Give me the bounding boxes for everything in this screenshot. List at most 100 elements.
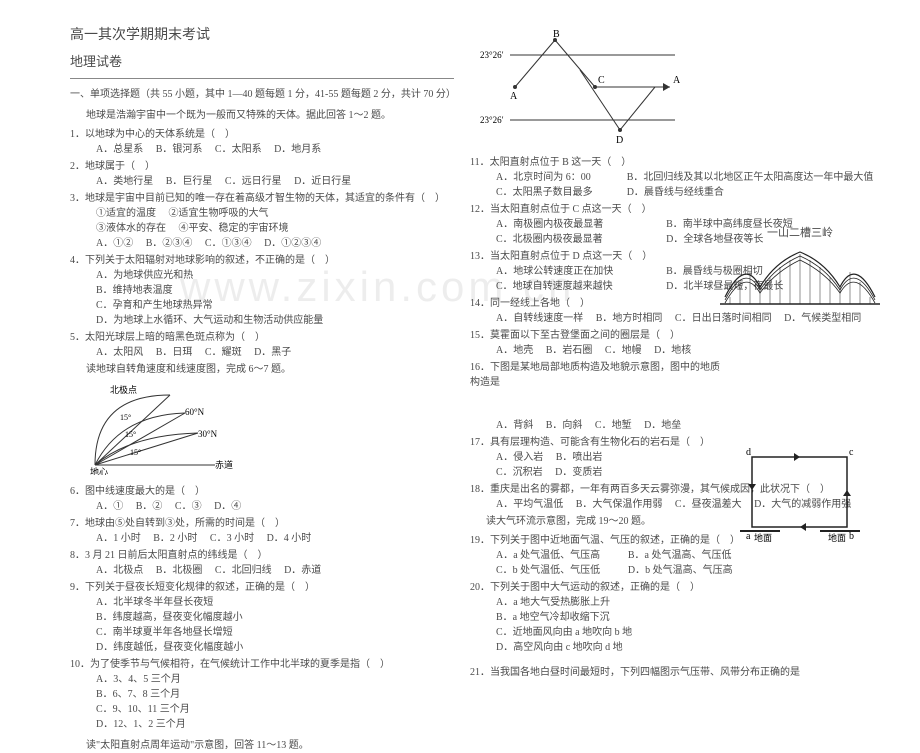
opt: C．太阳黑子数目最多 [496,185,614,200]
q6-options: A．① B．② C．③ D．④ [70,499,454,514]
cond: ④平安、稳定的宇宙环境 [179,221,289,236]
opt: D．变质岩 [555,465,602,480]
opt: B．日珥 [156,345,193,360]
opt: D．晨昏线与经线重合 [627,185,724,200]
opt: A．平均气温低 [496,497,563,512]
q11-options: A．北京时间为 6：00 B．北回归线及其以北地区正午太阳高度达一年中最大值 C… [470,170,890,200]
svg-text:地面: 地面 [754,532,772,543]
q1-stem: 1．以地球为中心的天体系统是（ ） [70,127,454,142]
question-10: 10．为了使季节与气候相符，在气候统计工作中北半球的夏季是指（ ） A．3、4、… [70,657,454,732]
opt: B．纬度越高，昼夜变化幅度越小 [96,610,264,625]
opt: B．维持地表温度 [96,283,444,298]
opt: B．地方时相同 [596,311,663,326]
opt: C．远日行星 [225,174,282,189]
opt: B．②③④ [146,236,193,251]
question-1: 1．以地球为中心的天体系统是（ ） A．总星系 B．银河系 C．太阳系 D．地月… [70,127,454,157]
opt: A．a 地大气受热膨胀上升 [496,595,740,610]
question-9: 9．下列关于昼夜长短变化规律的叙述，正确的是（ ） A．北半球冬半年昼长夜短 B… [70,580,454,655]
q3-stem: 3．地球是宇宙中目前已知的唯一存在着高级才智生物的天体，其适宜的条件有（ ） [70,191,454,206]
q16-stem: 16．下图是某地局部地质构造及地貌示意图，图中的地质构造是 [470,360,720,390]
q2-options: A．类地行星 B．巨行星 C．远日行星 D．近日行星 [70,174,454,189]
question-21: 21．当我国各地白昼时间最短时，下列四幅图示气压带、风带分布正确的是 [470,665,890,680]
opt: D．地月系 [274,142,321,157]
opt: A．a 处气温低、气压高 [496,548,615,563]
q12-stem: 12．当太阳直射点位于 C 点这一天（ ） [470,202,890,217]
svg-text:C: C [598,75,605,86]
question-2: 2．地球属于（ ） A．类地行星 B．巨行星 C．远日行星 D．近日行星 [70,159,454,189]
opt: C．近地面风向由 a 地吹向 b 地 [496,625,740,640]
question-5: 5．太阳光球层上暗的暗黑色斑点称为（ ） A．太阳风 B．日珥 C．耀斑 D．黑… [70,330,454,360]
opt: C．3 小时 [210,531,254,546]
svg-text:B: B [553,29,560,40]
opt: A．类地行星 [96,174,153,189]
opt: B．向斜 [546,418,583,433]
opt: B．北极圈 [156,563,203,578]
q7-options: A．1 小时 B．2 小时 C．3 小时 D．4 小时 [70,531,454,546]
q5-stem: 5．太阳光球层上暗的暗黑色斑点称为（ ） [70,330,454,345]
right-column: 23°26′ 23°26′ A B C D A 11．太阳直射点位于 B 这一天… [470,25,890,651]
intro-11-13: 读"太阳直射点周年运动"示意图，回答 11～13 题。 [70,738,454,753]
q8-options: A．北极点 B．北极圈 C．北回归线 D．赤道 [70,563,454,578]
intro-1-2: 地球是浩瀚宇宙中一个既为一般而又特殊的天体。据此回答 1～2 题。 [70,108,454,123]
section-heading: 一、单项选择题（共 55 小题，其中 1—40 题每题 1 分，41-55 题每… [70,87,454,102]
q10-options: A．3、4、5 三个月 B．6、7、8 三个月 C．9、10、11 三个月 D．… [70,672,454,732]
opt: A．地球公转速度正在加快 [496,264,654,279]
opt: D．高空风向由 c 地吹向 d 地 [496,640,740,655]
opt: D．12、1、2 三个月 [96,717,264,732]
opt: A．侵入岩 [496,450,543,465]
question-15: 15．莫霍面以下至古登堡面之间的圈层是（ ） A．地壳 B．岩石圈 C．地幔 D… [470,328,890,358]
opt: C．昼夜温差大 [675,497,742,512]
question-7: 7．地球由⑤处自转到③处，所需的时间是（ ） A．1 小时 B．2 小时 C．3… [70,516,454,546]
opt: D．近日行星 [294,174,351,189]
opt: A．1 小时 [96,531,141,546]
q7-stem: 7．地球由⑤处自转到③处，所需的时间是（ ） [70,516,454,531]
question-6: 6．图中线速度最大的是（ ） A．① B．② C．③ D．④ [70,484,454,514]
opt: D．4 小时 [267,531,312,546]
q21-stem: 21．当我国各地白昼时间最短时，下列四幅图示气压带、风带分布正确的是 [470,665,890,680]
question-20: 20．下列关于图中大气运动的叙述，正确的是（ ） A．a 地大气受热膨胀上升 B… [470,580,750,655]
opt: B．2 小时 [153,531,197,546]
q20-options: A．a 地大气受热膨胀上升 B．a 地空气冷却收缩下沉 C．近地面风向由 a 地… [470,595,750,655]
exam-subtitle: 地理试卷 [70,52,454,72]
q9-stem: 9．下列关于昼夜长短变化规律的叙述，正确的是（ ） [70,580,454,595]
cond: ②适宜生物呼吸的大气 [169,206,269,221]
opt: C．③ [175,499,202,514]
opt: A．3、4、5 三个月 [96,672,264,687]
opt: D．b 处气温高、气压高 [628,563,733,578]
question-3: 3．地球是宇宙中目前已知的唯一存在着高级才智生物的天体，其适宜的条件有（ ） ①… [70,191,454,251]
opt: C．日出日落时间相同 [675,311,772,326]
svg-text:地面: 地面 [828,532,846,543]
q3-conditions: ①适宜的温度 ②适宜生物呼吸的大气 [70,206,454,221]
q11-stem: 11．太阳直射点位于 B 这一天（ ） [470,155,890,170]
opt: B．a 地空气冷却收缩下沉 [496,610,740,625]
q4-stem: 4．下列关于太阳辐射对地球影响的叙述，不正确的是（ ） [70,253,454,268]
opt: A．总星系 [96,142,143,157]
svg-text:15°: 15° [125,430,136,439]
opt: B．银河系 [156,142,203,157]
q8-stem: 8．3 月 21 日前后太阳直射点的纬线是（ ） [70,548,454,563]
opt: D．黑子 [254,345,291,360]
opt: C．北回归线 [215,563,272,578]
atmospheric-circulation-diagram: d c a b 地面 地面 [740,445,860,545]
opt: B．北回归线及其以北地区正午太阳高度达一年中最大值 [627,170,874,185]
svg-text:b: b [849,531,854,542]
q2-stem: 2．地球属于（ ） [70,159,454,174]
q19-options: A．a 处气温低、气压高 B．a 处气温高、气压低 C．b 处气温低、气压低 D… [470,548,750,578]
svg-text:D: D [616,135,623,145]
opt: B．喷出岩 [556,450,603,465]
q6-stem: 6．图中线速度最大的是（ ） [70,484,454,499]
opt: C．孕育和产生地球热异常 [96,298,444,313]
cond: ③液体水的存在 [96,221,166,236]
opt: A．太阳风 [96,345,143,360]
svg-text:赤道: 赤道 [215,459,233,470]
q10-stem: 10．为了使季节与气候相符，在气候统计工作中北半球的夏季是指（ ） [70,657,454,672]
q1-options: A．总星系 B．银河系 C．太阳系 D．地月系 [70,142,454,157]
svg-text:A: A [673,75,680,86]
mountain-diagram: 一山二槽三岭 [720,225,880,305]
q3-conditions2: ③液体水的存在 ④平安、稳定的宇宙环境 [70,221,454,236]
mountain-caption: 一山二槽三岭 [720,225,880,242]
opt: B．岩石圈 [546,343,593,358]
opt: D．为地球上水循环、大气运动和生物活动供应能量 [96,313,444,328]
solar-declination-diagram: 23°26′ 23°26′ A B C D A [480,25,680,145]
opt: C．9、10、11 三个月 [96,702,264,717]
